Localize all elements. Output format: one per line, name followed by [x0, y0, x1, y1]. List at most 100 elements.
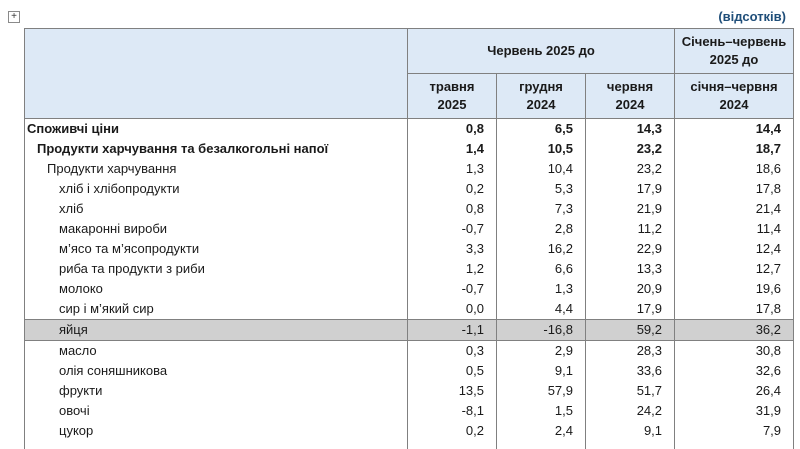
row-value: 12,7 — [675, 259, 794, 279]
row-label: Продукти харчування та безалкогольні нап… — [25, 139, 408, 159]
row-label: макаронні вироби — [25, 219, 408, 239]
row-value: 28,3 — [586, 341, 675, 362]
row-label: сир і м’який сир — [25, 299, 408, 320]
row-value: -8,1 — [408, 401, 497, 421]
subheader-year: 2025 — [438, 97, 467, 112]
row-label: м’ясо та м’ясопродукти — [25, 239, 408, 259]
units-note: (відсотків) — [718, 9, 786, 24]
row-value: 0,3 — [408, 341, 497, 362]
last-col-header: Січень–червень 2025 до — [675, 29, 794, 74]
subheader-month: січня–червня — [690, 79, 777, 94]
row-value: 1,3 — [408, 159, 497, 179]
row-label: фрукти — [25, 381, 408, 401]
row-value: 23,2 — [586, 159, 675, 179]
last-col-header-text: Січень–червень 2025 до — [682, 34, 786, 67]
row-value: 24,2 — [586, 401, 675, 421]
row-value: 30,8 — [675, 341, 794, 362]
row-value: 13,5 — [408, 381, 497, 401]
row-value: 17,8 — [675, 179, 794, 199]
row-value: -0,7 — [408, 219, 497, 239]
row-label: хліб — [25, 199, 408, 219]
subheader-month: грудня — [519, 79, 563, 94]
row-value: 18,7 — [675, 139, 794, 159]
stub-header-cell — [25, 29, 408, 119]
row-value: 0,2 — [408, 421, 497, 441]
row-value: 4,4 — [497, 299, 586, 320]
row-value: 13,3 — [586, 259, 675, 279]
row-value: 2,4 — [497, 421, 586, 441]
row-value: 17,8 — [675, 299, 794, 320]
price-index-table: Червень 2025 до Січень–червень 2025 до т… — [24, 28, 794, 449]
row-value: -16,8 — [497, 320, 586, 341]
row-value: 22,9 — [586, 239, 675, 259]
subheader-year: 2024 — [616, 97, 645, 112]
row-label: овочі — [25, 401, 408, 421]
row-value: 16,2 — [497, 239, 586, 259]
row-label: молоко — [25, 279, 408, 299]
empty-cell — [497, 441, 586, 449]
row-value: 1,4 — [408, 139, 497, 159]
row-value: 17,9 — [586, 299, 675, 320]
row-value: 26,4 — [675, 381, 794, 401]
row-value: 18,6 — [675, 159, 794, 179]
row-value: 32,6 — [675, 361, 794, 381]
row-value: 9,1 — [497, 361, 586, 381]
row-value: 0,8 — [408, 199, 497, 219]
subheader-month: червня — [607, 79, 653, 94]
row-label: риба та продукти з риби — [25, 259, 408, 279]
row-value: 12,4 — [675, 239, 794, 259]
row-value: 20,9 — [586, 279, 675, 299]
row-value: 14,4 — [675, 119, 794, 140]
row-value: 21,4 — [675, 199, 794, 219]
subheader-year: 2024 — [527, 97, 556, 112]
subheader-dec-2024: грудня 2024 — [497, 74, 586, 119]
row-value: 21,9 — [586, 199, 675, 219]
row-value: 51,7 — [586, 381, 675, 401]
row-value: 23,2 — [586, 139, 675, 159]
table-move-handle-icon[interactable]: + — [8, 11, 20, 23]
row-value: 59,2 — [586, 320, 675, 341]
row-value: -0,7 — [408, 279, 497, 299]
row-value: 3,3 — [408, 239, 497, 259]
row-value: 7,3 — [497, 199, 586, 219]
row-value: 9,1 — [586, 421, 675, 441]
row-value: 7,9 — [675, 421, 794, 441]
subheader-year: 2024 — [720, 97, 749, 112]
table-row-partial — [25, 441, 794, 449]
row-value: 0,5 — [408, 361, 497, 381]
row-value: 10,5 — [497, 139, 586, 159]
row-value: 5,3 — [497, 179, 586, 199]
subheader-jan-jun-2024: січня–червня 2024 — [675, 74, 794, 119]
row-value: 17,9 — [586, 179, 675, 199]
row-value: 31,9 — [675, 401, 794, 421]
row-value: 2,8 — [497, 219, 586, 239]
subheader-may-2025: травня 2025 — [408, 74, 497, 119]
row-label: яйця — [25, 320, 408, 341]
empty-cell — [25, 441, 408, 449]
row-value: 2,9 — [497, 341, 586, 362]
subheader-jun-2024: червня 2024 — [586, 74, 675, 119]
table-row: Продукти харчування та безалкогольні нап… — [25, 139, 794, 159]
row-label: масло — [25, 341, 408, 362]
row-value: 10,4 — [497, 159, 586, 179]
row-value: 11,4 — [675, 219, 794, 239]
row-value: 11,2 — [586, 219, 675, 239]
row-value: 57,9 — [497, 381, 586, 401]
row-value: 1,3 — [497, 279, 586, 299]
row-value: 0,0 — [408, 299, 497, 320]
row-value: 19,6 — [675, 279, 794, 299]
subheader-month: травня — [430, 79, 475, 94]
